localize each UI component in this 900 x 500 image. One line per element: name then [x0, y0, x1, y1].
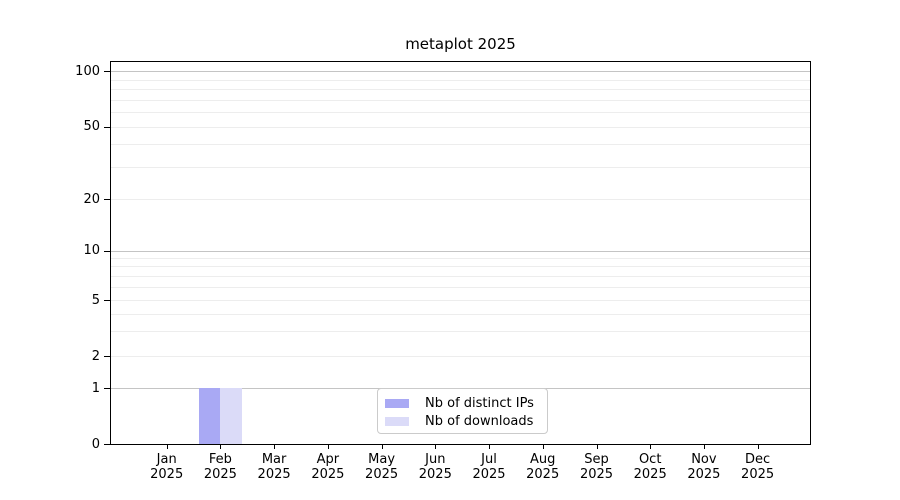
y-axis-tick-label-1: 1	[91, 380, 100, 396]
y-axis-tick-label-100: 100	[75, 63, 100, 79]
x-label-month: Feb	[208, 452, 232, 467]
y-axis-tick-0	[104, 444, 110, 445]
y-axis-tick-50	[104, 126, 110, 128]
x-axis-tick-label-jan: Jan 2025	[127, 452, 207, 482]
y-axis-tick-label-2: 2	[91, 348, 100, 364]
gridline-minor-90	[111, 79, 810, 81]
x-label-month: Nov	[691, 452, 717, 467]
x-label-year: 2025	[257, 467, 291, 482]
y-axis-tick-label-0: 0	[91, 436, 100, 452]
gridline-minor-7	[111, 276, 810, 277]
x-label-year: 2025	[311, 467, 345, 482]
x-axis-tick-label-sep: Sep 2025	[557, 452, 637, 482]
x-axis-tick-label-may: May 2025	[342, 452, 422, 482]
x-axis-tick-label-apr: Apr 2025	[288, 452, 368, 482]
gridline-minor-8	[111, 266, 810, 268]
x-label-year: 2025	[579, 467, 614, 482]
x-axis-tick-sep	[596, 444, 598, 449]
y-axis-tick-10	[104, 250, 110, 252]
bar-downloads-feb	[220, 388, 242, 444]
gridline-minor-6	[111, 287, 810, 288]
x-axis-tick-apr	[327, 444, 329, 449]
gridline-minor-20	[111, 199, 810, 200]
x-label-year: 2025	[633, 467, 667, 482]
x-label-year: 2025	[203, 467, 237, 482]
gridline-minor-3	[111, 331, 810, 333]
gridline-minor-50	[111, 126, 810, 128]
legend-label-distinct-ips: Nb of distinct IPs	[425, 395, 534, 411]
y-axis-tick-100	[104, 71, 110, 72]
x-label-month: Dec	[745, 452, 771, 467]
x-axis-tick-oct	[650, 444, 652, 449]
x-axis-tick-nov	[703, 444, 705, 449]
x-axis-tick-feb	[220, 444, 222, 449]
gridline-minor-30	[111, 167, 810, 168]
x-axis-tick-dec	[757, 444, 759, 449]
legend: Nb of distinct IPs Nb of downloads	[377, 388, 548, 434]
gridline-minor-2	[111, 356, 810, 358]
gridline-minor-60	[111, 112, 810, 113]
x-label-month: Jun	[425, 452, 446, 467]
x-label-month: Aug	[529, 452, 556, 467]
legend-swatch-downloads	[385, 416, 409, 426]
x-label-month: Jul	[481, 452, 497, 467]
y-axis-tick-20	[104, 199, 110, 200]
legend-item-distinct-ips: Nb of distinct IPs	[385, 394, 547, 412]
chart-title: metaplot 2025	[405, 35, 516, 53]
y-axis-tick-1	[104, 388, 110, 390]
legend-item-downloads: Nb of downloads	[385, 412, 547, 430]
x-axis-tick-label-dec: Dec 2025	[718, 452, 798, 482]
x-label-month: Sep	[584, 452, 609, 467]
y-axis-tick-2	[104, 356, 110, 358]
x-axis-tick-label-aug: Aug 2025	[503, 452, 583, 482]
gridline-major-10	[111, 250, 810, 252]
y-axis-tick-label-10: 10	[83, 243, 100, 258]
x-axis-tick-jan	[166, 444, 168, 449]
x-axis-tick-label-oct: Oct 2025	[610, 452, 690, 482]
legend-label-downloads: Nb of downloads	[425, 413, 534, 429]
x-label-month: Jan	[156, 452, 177, 467]
gridline-minor-40	[111, 144, 810, 146]
x-label-month: May	[368, 452, 396, 467]
gridline-minor-5	[111, 300, 810, 301]
plot-area	[110, 61, 811, 445]
x-label-year: 2025	[418, 467, 452, 482]
x-label-year: 2025	[365, 467, 399, 482]
y-axis-tick-label-20: 20	[83, 191, 100, 207]
gridline-minor-4	[111, 313, 810, 315]
x-axis-tick-label-mar: Mar 2025	[234, 452, 314, 482]
gridline-major-100	[111, 71, 810, 72]
x-axis-tick-label-jul: Jul 2025	[449, 452, 529, 482]
x-label-month: Apr	[316, 452, 340, 467]
gridline-minor-80	[111, 88, 810, 90]
x-axis-tick-aug	[542, 444, 544, 449]
x-axis-tick-jul	[489, 444, 490, 449]
y-axis-tick-label-50: 50	[83, 119, 100, 135]
bar-distinct-ips-feb	[199, 388, 221, 444]
x-axis-tick-jun	[435, 444, 437, 449]
gridline-minor-70	[111, 99, 810, 101]
y-axis-tick-5	[104, 300, 110, 301]
gridline-minor-9	[111, 258, 810, 259]
x-label-year: 2025	[741, 467, 775, 482]
x-label-month: Oct	[638, 452, 662, 467]
x-label-year: 2025	[687, 467, 721, 482]
x-axis-tick-may	[381, 444, 383, 449]
x-axis-tick-label-feb: Feb 2025	[180, 452, 260, 482]
x-label-month: Mar	[261, 452, 287, 467]
legend-swatch-distinct-ips	[385, 398, 409, 408]
x-label-year: 2025	[150, 467, 184, 482]
x-axis-tick-mar	[274, 444, 276, 449]
x-axis-tick-label-jun: Jun 2025	[395, 452, 475, 482]
x-label-year: 2025	[472, 467, 506, 482]
y-axis-tick-label-5: 5	[91, 292, 100, 308]
x-label-year: 2025	[526, 467, 560, 482]
x-axis-tick-label-nov: Nov 2025	[664, 452, 744, 482]
